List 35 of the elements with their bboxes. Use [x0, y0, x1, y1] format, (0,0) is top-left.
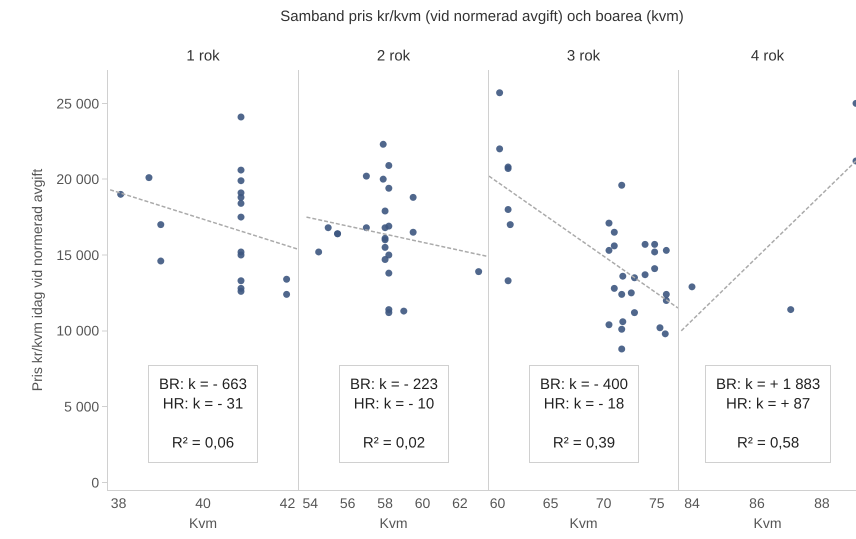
y-tick-label: 15 000	[56, 246, 100, 263]
y-axis-title: Pris kr/kvm idag vid normerad avgift	[28, 168, 45, 392]
y-tick-label: 5 000	[64, 398, 100, 415]
y-tick-label: 25 000	[56, 95, 100, 112]
x-tick-label: 42	[280, 494, 296, 511]
chart-title: 4 rok	[750, 47, 785, 64]
y-tick-label: 20 000	[56, 171, 100, 188]
x-tick-label: 58	[377, 494, 394, 511]
x-tick-label: 54	[302, 494, 318, 511]
x-tick-label: 65	[542, 494, 559, 511]
y-tick-label: 0	[91, 474, 100, 490]
x-tick-label: 75	[648, 494, 665, 511]
text: BR: k = - 400 HR: k = - 18 R² = 0,39	[540, 376, 628, 452]
x-axis-title: Kvm	[380, 515, 408, 532]
text: Samband pris kr/kvm (vid normerad avgift) och boarea (kvm)	[279, 8, 685, 25]
x-tick-label: 60	[414, 494, 430, 511]
chart-title: 2 rok	[376, 47, 411, 64]
x-tick-label: 60	[490, 494, 506, 511]
x-tick-label: 70	[596, 494, 612, 511]
x-tick-label: 84	[684, 494, 700, 511]
x-tick-label: 88	[814, 494, 830, 511]
x-tick-label: 40	[195, 494, 211, 511]
text: BR: k = + 1 883 HR: k = + 87 R² = 0,58	[716, 376, 820, 452]
x-axis-title: Kvm	[189, 515, 217, 532]
x-tick-label: 86	[749, 494, 765, 511]
x-tick-label: 38	[110, 494, 127, 511]
text: BR: k = - 223 HR: k = - 10 R² = 0,02	[350, 376, 438, 452]
chart-title: 1 rok	[186, 47, 220, 64]
y-tick-label: 10 000	[56, 322, 100, 339]
text: BR: k = - 663 HR: k = - 31 R² = 0,06	[159, 376, 247, 452]
x-tick-label: 62	[452, 494, 468, 511]
x-tick-label: 56	[340, 494, 356, 511]
chart-title: 3 rok	[566, 47, 601, 64]
x-axis-title: Kvm	[570, 515, 598, 532]
x-axis-title: Kvm	[754, 515, 782, 532]
